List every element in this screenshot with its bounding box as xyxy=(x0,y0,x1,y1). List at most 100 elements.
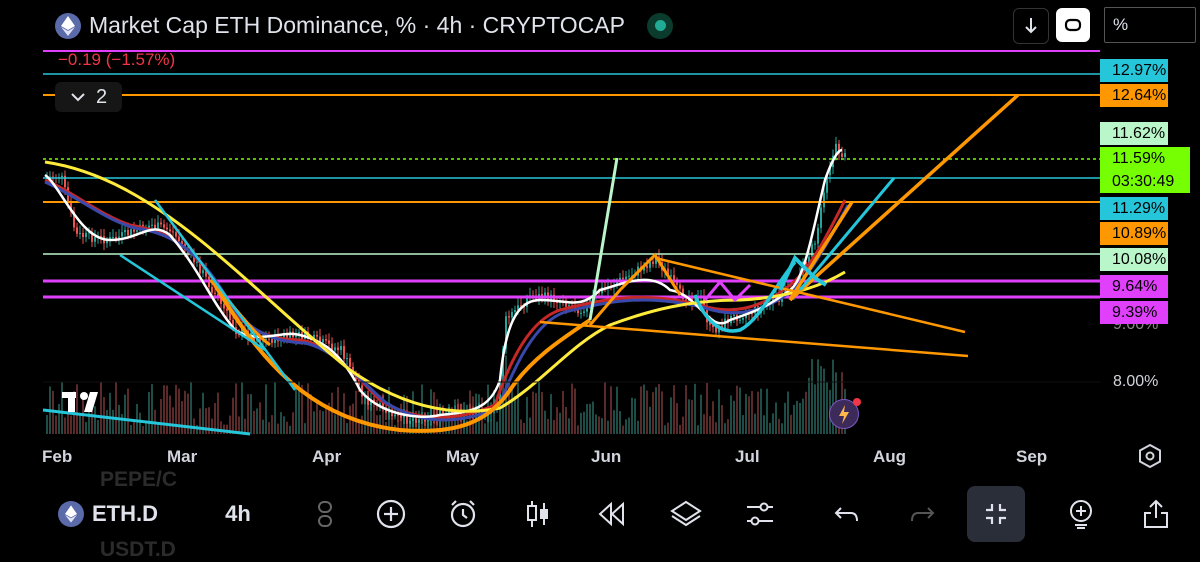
fullscreen-exit-button[interactable] xyxy=(967,486,1025,542)
price-chart[interactable] xyxy=(0,0,1200,470)
volume-bar xyxy=(229,415,231,434)
volume-bar xyxy=(790,414,792,434)
volume-bar xyxy=(175,384,177,434)
candle xyxy=(841,153,843,157)
volume-bar xyxy=(196,425,198,434)
volume-bar xyxy=(565,407,567,434)
volume-bar xyxy=(514,395,516,434)
volume-bar xyxy=(205,408,207,434)
candle xyxy=(163,224,165,228)
volume-bar xyxy=(55,415,57,434)
volume-bar xyxy=(583,411,585,434)
candle xyxy=(178,236,180,242)
volume-bar xyxy=(598,416,600,434)
volume-bar xyxy=(442,419,444,434)
volume-bar xyxy=(796,400,798,434)
price-label-12-64: 12.64% xyxy=(1100,84,1168,107)
cyan-trend-right xyxy=(798,177,896,291)
share-button[interactable] xyxy=(1130,488,1182,540)
candle xyxy=(709,322,711,325)
volume-bar xyxy=(802,398,804,434)
refresh-button[interactable] xyxy=(1056,8,1090,42)
candle xyxy=(130,229,132,236)
volume-bar xyxy=(769,422,771,434)
chart-area[interactable]: Market Cap ETH Dominance, % · 4h · CRYPT… xyxy=(0,0,1200,470)
add-button[interactable] xyxy=(365,488,417,540)
volume-bar xyxy=(46,415,48,434)
volume-bar xyxy=(112,409,114,434)
bolt-button[interactable] xyxy=(829,398,861,429)
volume-bar xyxy=(235,383,237,434)
candle xyxy=(835,143,837,156)
refresh-icon xyxy=(1064,18,1082,32)
candle xyxy=(319,336,321,343)
volume-bar xyxy=(445,418,447,434)
volume-bar xyxy=(202,392,204,434)
candle xyxy=(829,167,831,176)
volume-bar xyxy=(523,422,525,434)
candle xyxy=(211,287,213,293)
chart-type-button[interactable] xyxy=(512,488,564,540)
orange-big-trend xyxy=(788,93,1020,302)
layers-button[interactable] xyxy=(660,488,712,540)
volume-bar xyxy=(76,384,78,434)
candle xyxy=(652,261,654,264)
volume-bar xyxy=(667,422,669,434)
compare-button[interactable] xyxy=(299,488,351,540)
month-label: Feb xyxy=(42,447,73,466)
volume-bar xyxy=(793,404,795,434)
volume-bar xyxy=(157,422,159,434)
live-status-icon xyxy=(647,12,673,39)
indicators-toggle[interactable]: 2 xyxy=(55,82,122,112)
volume-bar xyxy=(364,394,366,434)
candle xyxy=(205,270,207,277)
volume-bar xyxy=(748,396,750,434)
candle xyxy=(313,335,315,340)
chart-title: Market Cap ETH Dominance, % · 4h · CRYPT… xyxy=(89,12,625,38)
volume-bar xyxy=(397,420,399,434)
volume-bar xyxy=(163,385,165,434)
volume-bar xyxy=(508,380,510,434)
volume-bar xyxy=(697,425,699,434)
volume-bar xyxy=(634,398,636,434)
volume-bar xyxy=(673,385,675,434)
ideas-button[interactable] xyxy=(1055,488,1107,540)
volume-bar xyxy=(700,394,702,434)
candle xyxy=(154,224,156,229)
cyan-cup-arc xyxy=(693,260,797,333)
interval-selector[interactable]: 4h xyxy=(225,501,251,526)
volume-bar xyxy=(61,382,63,434)
volume-bar xyxy=(736,385,738,434)
candle xyxy=(367,396,369,405)
ethereum-icon xyxy=(55,12,81,39)
candle xyxy=(340,346,342,351)
volume-bar xyxy=(271,415,273,434)
volume-bar xyxy=(751,391,753,434)
bar-countdown: 03:30:49 xyxy=(1100,170,1190,193)
volume-bar xyxy=(814,384,816,434)
volume-bar xyxy=(727,419,729,434)
candle xyxy=(418,419,420,423)
candle xyxy=(115,236,117,239)
candle xyxy=(94,237,96,242)
volume-bar xyxy=(607,420,609,434)
alert-button[interactable] xyxy=(437,488,489,540)
volume-bar xyxy=(691,399,693,434)
price-label-10-08: 10.08% xyxy=(1100,248,1168,271)
redo-button[interactable] xyxy=(896,488,948,540)
replay-button[interactable] xyxy=(586,488,638,540)
symbol-selector[interactable]: ETH.D xyxy=(58,488,188,540)
candle xyxy=(826,175,828,193)
indicators-settings-button[interactable] xyxy=(734,488,786,540)
volume-bar xyxy=(370,399,372,434)
candle xyxy=(355,376,357,380)
undo-button[interactable] xyxy=(821,488,873,540)
unit-selector[interactable]: % xyxy=(1104,7,1196,43)
volume-bar xyxy=(574,388,576,434)
candle xyxy=(676,281,678,285)
candle xyxy=(427,419,429,422)
download-button[interactable] xyxy=(1013,8,1049,44)
volume-bar xyxy=(742,415,744,434)
chart-settings-button[interactable] xyxy=(1136,442,1164,470)
candle xyxy=(79,232,81,234)
